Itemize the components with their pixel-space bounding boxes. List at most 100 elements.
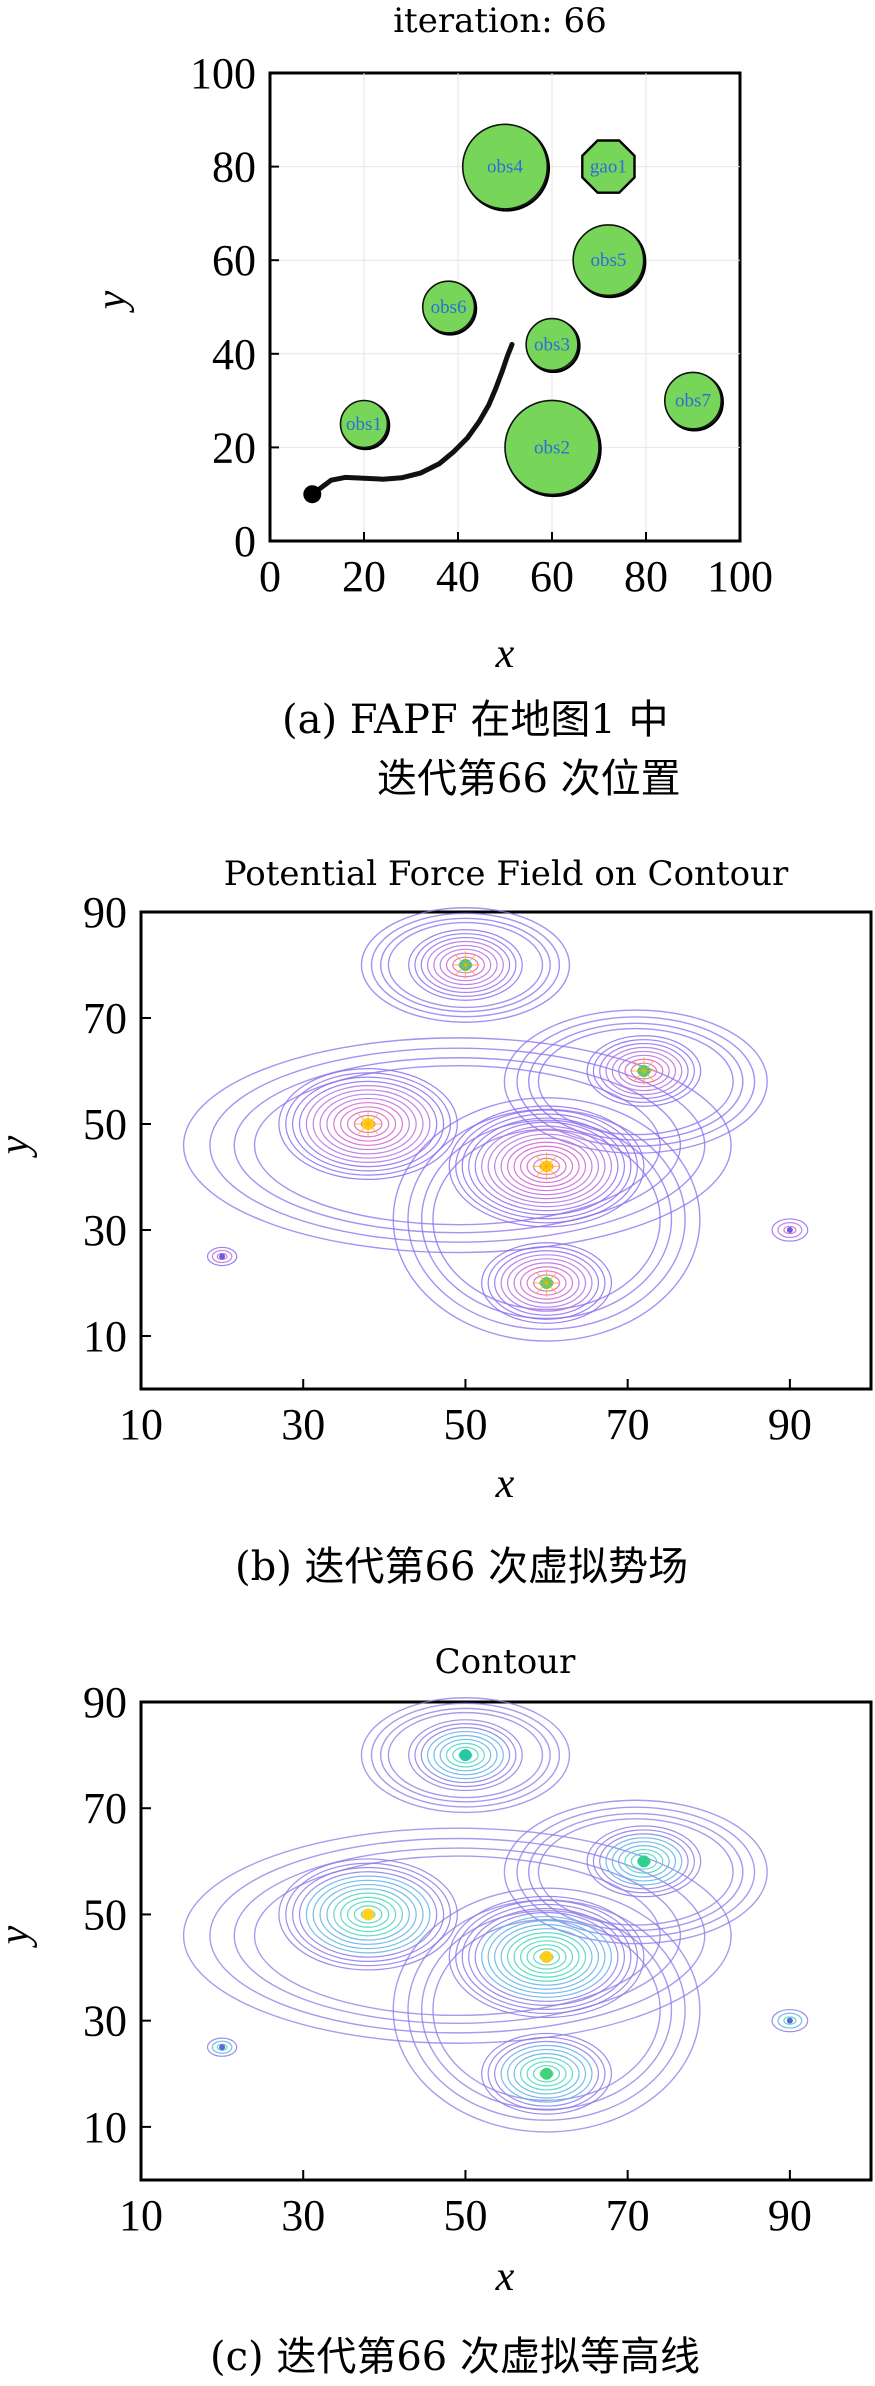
field-vector	[633, 1070, 645, 1082]
inner-contour	[487, 1129, 606, 1204]
outer-contour	[370, 912, 561, 1018]
inner-contour	[507, 1932, 587, 1982]
inner-contour	[777, 2012, 803, 2029]
y-tick-label: 30	[83, 1997, 127, 2046]
y-tick-label: 70	[83, 994, 127, 1043]
inner-contour	[783, 2016, 797, 2025]
inner-contour	[624, 1848, 664, 1874]
outer-contour	[528, 1022, 744, 1141]
inner-contour	[278, 1068, 458, 1180]
inner-contour	[353, 1905, 383, 1924]
inner-contour	[333, 1102, 404, 1146]
outer-contour	[432, 1128, 661, 1311]
inner-contour	[426, 1730, 504, 1780]
inner-contour	[532, 2065, 561, 2083]
inner-contour	[448, 1105, 645, 1228]
outer-contour	[379, 917, 551, 1013]
inner-contour	[507, 1258, 587, 1308]
inner-contour	[592, 1829, 695, 1894]
field-vector	[546, 1165, 557, 1177]
inner-contour	[513, 1262, 580, 1304]
inner-contour	[605, 1046, 683, 1096]
inner-contour	[408, 929, 523, 1001]
contour-peak	[219, 1253, 226, 1260]
panel-c-contours	[182, 1697, 809, 2133]
y-tick-label: 90	[83, 888, 127, 937]
inner-contour	[481, 1242, 613, 1324]
field-vector	[546, 1282, 557, 1294]
contour-peak	[637, 1855, 650, 1868]
outer-contour	[209, 1837, 706, 2034]
outer-contour	[253, 1855, 661, 2017]
inner-contour	[448, 1895, 645, 2019]
field-vector	[643, 1070, 655, 1082]
start-point	[303, 485, 322, 504]
inner-contour	[618, 1054, 670, 1088]
inner-contour	[285, 1072, 452, 1176]
outer-contour	[516, 1016, 756, 1147]
inner-contour	[340, 1896, 397, 1933]
inner-contour	[211, 1249, 233, 1264]
panel-c-ylabel: y	[0, 1925, 38, 1948]
inner-contour	[298, 1871, 438, 1958]
inner-contour	[455, 1109, 638, 1224]
contour-peak	[540, 2067, 553, 2080]
outer-contour	[387, 1711, 544, 1799]
inner-contour	[526, 1944, 567, 1970]
inner-contour	[494, 2040, 600, 2107]
inner-contour	[611, 1841, 677, 1882]
inner-contour	[507, 2048, 587, 2099]
y-tick-label: 10	[83, 1312, 127, 1361]
inner-contour	[333, 1892, 404, 1937]
panel-a-path	[303, 341, 515, 504]
outer-contour	[370, 1702, 561, 1808]
inner-contour	[500, 1254, 593, 1312]
x-tick-label: 10	[119, 1400, 163, 1449]
y-tick-label: 60	[212, 236, 256, 285]
y-tick-label: 50	[83, 1890, 127, 1939]
inner-contour	[211, 2040, 233, 2054]
obstacle-label: obs4	[487, 157, 523, 178]
field-vector	[536, 1165, 547, 1177]
inner-contour	[285, 1862, 452, 1967]
field-vector	[455, 954, 466, 966]
inner-contour	[439, 948, 492, 982]
inner-contour	[455, 1899, 638, 2015]
y-tick-label: 70	[83, 1784, 127, 1833]
inner-contour	[586, 1825, 702, 1898]
panel-c-caption: (c) 迭代第66 次虚拟等高线	[210, 2334, 700, 2380]
inner-contour	[305, 1085, 431, 1163]
inner-contour	[420, 936, 511, 994]
inner-contour	[468, 1907, 626, 2006]
inner-contour	[206, 1246, 238, 1267]
contour-peak	[540, 1950, 553, 1963]
obstacle-obs4	[461, 123, 549, 210]
y-tick-label: 80	[212, 143, 256, 192]
inner-contour	[586, 1035, 702, 1107]
x-tick-label: 50	[443, 2191, 487, 2240]
field-vector	[643, 1060, 655, 1072]
panel-a-ticks: 0 20 40 60 80 100 0 20 40 60 80 100	[190, 49, 773, 601]
field-vector	[455, 964, 466, 976]
field-vector	[536, 1156, 547, 1167]
obstacle-label: obs1	[346, 414, 382, 435]
y-tick-label: 20	[212, 423, 256, 472]
obstacle-obs1	[339, 399, 389, 449]
inner-contour	[292, 1076, 445, 1172]
inner-contour	[278, 1858, 458, 1971]
inner-contour	[461, 1113, 632, 1220]
outer-contour	[420, 1910, 673, 2111]
inner-contour	[494, 1250, 600, 1316]
contour-peak	[786, 1227, 793, 1233]
inner-contour	[346, 1901, 390, 1928]
inner-contour	[611, 1050, 677, 1092]
panel-b-contours	[182, 907, 809, 1342]
obstacle-obs2	[504, 399, 600, 496]
outer-contour	[253, 1064, 661, 1226]
y-tick-label: 10	[83, 2103, 127, 2152]
outer-contour	[379, 1707, 551, 1803]
panel-a: iteration: 66 obs1obs2obs3obs4obs5obs6ob…	[89, 1, 773, 802]
panel-a-obstacles: obs1 obs2 obs3 obs4 obs5 obs6 obs7 gao1	[339, 123, 724, 498]
x-tick-label: 40	[436, 552, 480, 601]
